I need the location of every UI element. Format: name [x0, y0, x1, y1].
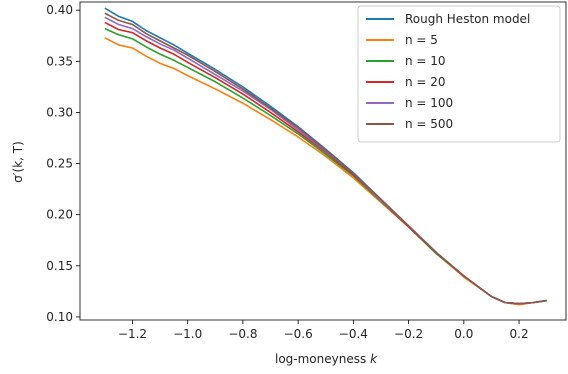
- y-axis-label: σ′(k, T): [11, 141, 25, 183]
- x-tick-label: 0.2: [510, 327, 529, 341]
- legend-label-3: n = 20: [405, 75, 446, 89]
- x-tick-label: −0.4: [339, 327, 368, 341]
- legend-label-0: Rough Heston model: [405, 12, 530, 26]
- x-axis: −1.2 −1.0 −0.8 −0.6 −0.4 −0.2 0.0 0.2: [118, 320, 529, 341]
- y-tick-label: 0.30: [46, 105, 73, 119]
- x-axis-label-var: k: [370, 352, 378, 366]
- y-tick-label: 0.15: [46, 259, 73, 273]
- legend-label-4: n = 100: [405, 96, 453, 110]
- series-line-5: [104, 12, 547, 305]
- y-axis: 0.10 0.15 0.20 0.25 0.30 0.35 0.40: [46, 3, 80, 324]
- y-tick-label: 0.20: [46, 208, 73, 222]
- x-tick-label: −1.2: [118, 327, 147, 341]
- y-tick-label: 0.25: [46, 157, 73, 171]
- y-tick-label: 0.10: [46, 310, 73, 324]
- x-tick-label: −1.0: [173, 327, 202, 341]
- legend-label-2: n = 10: [405, 54, 446, 68]
- x-tick-label: 0.0: [454, 327, 473, 341]
- legend: Rough Heston model n = 5 n = 10 n = 20 n = 1…: [357, 5, 561, 143]
- x-tick-label: −0.2: [394, 327, 423, 341]
- y-tick-label: 0.35: [46, 54, 73, 68]
- legend-label-5: n = 500: [405, 117, 453, 131]
- plot-frame: [79, 1, 567, 321]
- series-layer: [104, 7, 547, 306]
- x-tick-label: −0.8: [228, 327, 257, 341]
- legend-box: [357, 5, 561, 143]
- x-axis-label: log-moneyness k: [275, 352, 378, 366]
- y-tick-label: 0.40: [46, 3, 73, 17]
- x-tick-label: −0.6: [284, 327, 313, 341]
- legend-label-1: n = 5: [405, 33, 438, 47]
